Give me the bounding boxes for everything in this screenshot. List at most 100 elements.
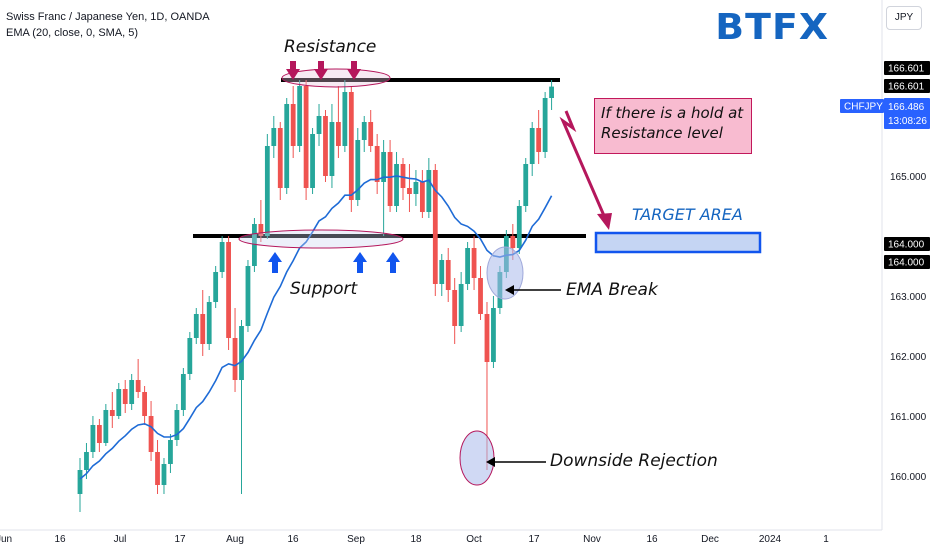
candle-body	[316, 116, 322, 134]
candle-body	[549, 86, 554, 98]
candle-body	[252, 224, 257, 266]
candle-body	[187, 338, 193, 374]
candle-body	[258, 224, 264, 236]
x-tick-label: Oct	[466, 534, 482, 545]
countdown-badge: 13:08:26	[888, 116, 927, 127]
candle-body	[290, 104, 296, 146]
candle-body	[90, 425, 96, 452]
candle-body	[180, 374, 186, 410]
x-tick-label: 17	[174, 534, 186, 545]
currency-button[interactable]: JPY	[886, 6, 922, 30]
candle-body	[394, 164, 399, 206]
candle-body	[529, 128, 535, 164]
candle-body	[239, 326, 244, 380]
candle-body	[168, 440, 173, 464]
candle-body	[297, 86, 303, 146]
ema-line	[79, 175, 553, 480]
projection-arrowhead-icon	[597, 213, 612, 230]
candle-body	[542, 98, 548, 152]
symbol-title[interactable]: Swiss Franc / Japanese Yen, 1D, OANDA	[6, 11, 210, 23]
resistance-price-badge-2: 166.601	[888, 82, 925, 93]
candle-body	[452, 290, 458, 326]
candle-body	[471, 248, 477, 278]
note-line-2: Resistance level	[601, 124, 723, 142]
support-price-badge-1: 164.000	[888, 240, 925, 251]
candle-body	[84, 452, 89, 470]
candle-body	[342, 92, 348, 146]
candle-body	[523, 164, 529, 206]
projection-arrow	[559, 110, 607, 219]
x-tick-label: 16	[646, 534, 658, 545]
support-price-badge-2: 164.000	[888, 258, 925, 269]
ema-break-circle	[486, 246, 524, 300]
y-tick-label: 165.000	[890, 172, 927, 183]
downside-rejection-label: Downside Rejection	[550, 451, 718, 471]
y-tick-label: 162.000	[890, 352, 927, 363]
support-arrow-icon	[353, 252, 367, 273]
x-tick-label: 1	[823, 534, 829, 545]
x-tick-label: 16	[54, 534, 66, 545]
candle-body	[219, 242, 225, 272]
candle-body	[432, 170, 438, 284]
candle-body	[374, 146, 380, 182]
candle-body	[516, 206, 522, 248]
candle-body	[96, 425, 102, 443]
candle-body	[484, 314, 490, 362]
candle-body	[213, 272, 219, 302]
candle-body	[478, 278, 483, 314]
x-tick-label: 17	[528, 534, 540, 545]
rejection-arrow-icon	[486, 457, 495, 467]
candle-body	[426, 170, 432, 212]
support-ellipse	[238, 229, 404, 249]
candle-body	[368, 122, 374, 146]
candle-body	[491, 308, 496, 362]
annotation-overlays	[238, 61, 762, 486]
candle-body	[193, 314, 199, 338]
candle-body	[109, 410, 115, 416]
symbol-badge-bg	[840, 99, 884, 113]
support-label: Support	[290, 279, 358, 299]
x-tick-label: 18	[410, 534, 422, 545]
candle-body	[361, 122, 367, 140]
symbol-badge: CHFJPY	[844, 102, 883, 113]
candle-body	[381, 152, 387, 182]
candle-body	[445, 260, 451, 290]
resistance-arrow-icon	[314, 61, 328, 80]
candle-body	[200, 314, 206, 344]
ema-line-path	[79, 175, 553, 480]
x-tick-label: Jun	[0, 534, 12, 545]
candle-body	[129, 380, 135, 404]
indicator-legend[interactable]: EMA (20, close, 0, SMA, 5)	[6, 27, 139, 39]
candle-body	[355, 140, 361, 200]
candle-body	[458, 284, 464, 326]
ema-break-label: EMA Break	[566, 280, 658, 300]
resistance-arrow-icon	[286, 61, 300, 80]
support-arrow-icon	[268, 252, 282, 273]
target-area-box	[594, 231, 762, 254]
support-arrow-icon	[386, 252, 400, 273]
target-area-label: TARGET AREA	[632, 205, 743, 224]
candle-body	[232, 338, 238, 380]
candle-body	[419, 182, 425, 212]
candle-body	[206, 302, 212, 344]
support-price-badge-1-bg	[884, 237, 930, 251]
candle-body	[77, 470, 83, 494]
y-tick-label: 160.000	[890, 472, 927, 483]
candle-body	[277, 128, 283, 188]
y-tick-label: 163.000	[890, 292, 927, 303]
candle-body	[103, 410, 109, 443]
candle-body	[226, 242, 231, 338]
rejection-circle	[459, 430, 495, 486]
candle-body	[271, 128, 277, 146]
candle-body	[348, 92, 354, 200]
candle-body	[122, 389, 128, 404]
candle-body	[439, 260, 445, 284]
y-tick-label: 161.000	[890, 412, 927, 423]
support-price-badge-2-bg	[884, 255, 930, 269]
x-tick-label: Nov	[583, 534, 601, 545]
candle-body	[142, 392, 147, 416]
ema-break-arrow-icon	[505, 285, 514, 295]
candle-body	[465, 248, 470, 284]
